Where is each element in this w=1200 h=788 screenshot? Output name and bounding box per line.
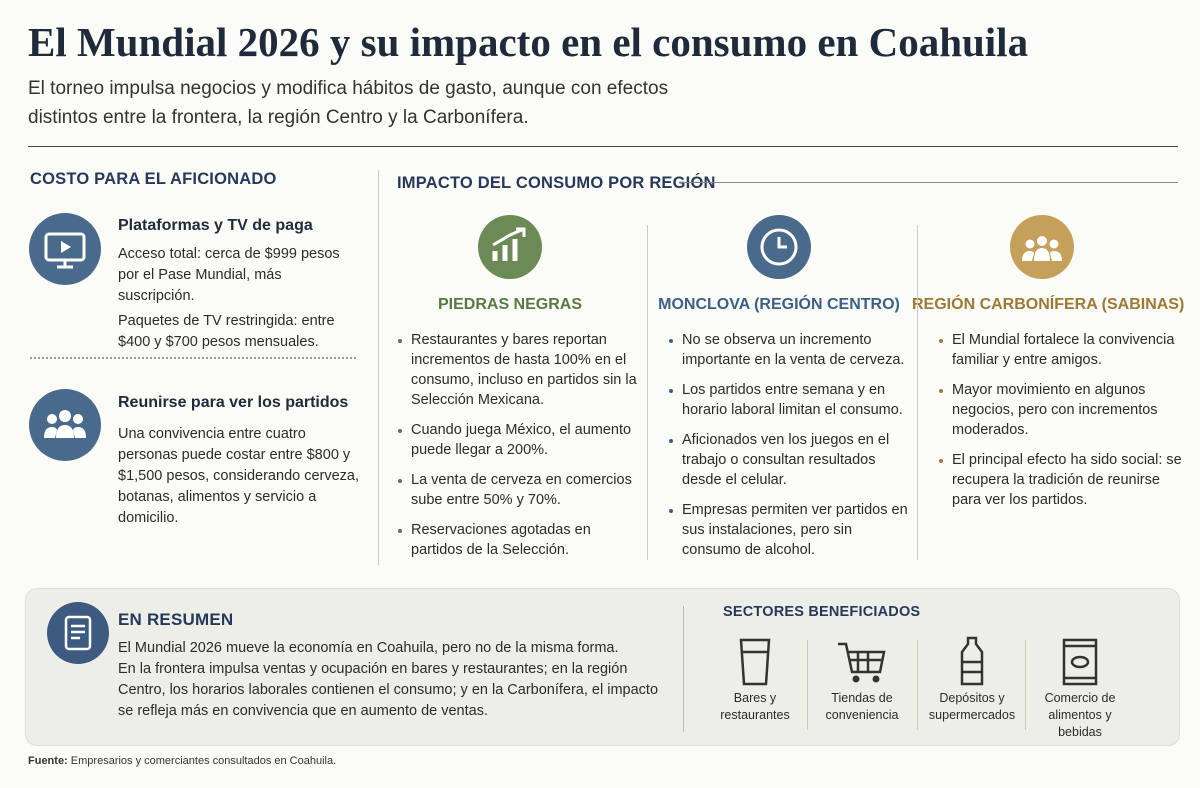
sector-divider	[917, 640, 918, 730]
footer: Fuente: Empresarios y comerciantes consu…	[28, 755, 336, 767]
sector-label: Bares y restaurantes	[720, 691, 790, 722]
bullet: Mayor movimiento en algunos negocios, pe…	[939, 380, 1184, 440]
column-divider	[647, 225, 648, 560]
footer-text: Empresarios y comerciantes consultados e…	[70, 755, 337, 767]
bullet: Aficionados ven los juegos en el trabajo…	[669, 430, 914, 490]
region-heading: PIEDRAS NEGRAS	[437, 296, 583, 313]
bullet: Cuando juega México, el aumento puede ll…	[398, 420, 643, 460]
footer-label: Fuente:	[28, 755, 68, 767]
sector-label: Depósitos y supermercados	[928, 691, 1016, 722]
region-icon	[478, 215, 542, 279]
sector-label: Comercio de alimentos y bebidas	[1044, 691, 1116, 739]
region-heading: MONCLOVA (REGIÓN CENTRO)	[658, 296, 900, 313]
sector-divider	[807, 640, 808, 730]
rule	[28, 146, 1178, 147]
sector-icon	[960, 636, 984, 686]
summary-heading: EN RESUMEN	[118, 610, 234, 629]
item-title: Plataformas y TV de paga	[118, 217, 313, 234]
title: El Mundial 2026 y su impacto en el consu…	[28, 19, 1029, 65]
bullet: El principal efecto ha sido social: se r…	[939, 450, 1184, 510]
region-icon	[1010, 215, 1074, 279]
region-heading: REGIÓN CARBONÍFERA (SABINAS)	[912, 296, 1185, 313]
region-bullets: El Mundial fortalece la convivencia fami…	[938, 330, 1184, 520]
sector-icon	[1062, 638, 1098, 686]
column-divider	[917, 225, 918, 560]
subtitle: El torneo impulsa negocios y modifica há…	[28, 78, 669, 128]
sectors-heading: SECTORES BENEFICIADOS	[723, 604, 921, 620]
bullet: Restaurantes y bares reportan incremento…	[398, 330, 643, 410]
heading-rule	[680, 182, 1178, 183]
item-body: Una convivencia entre cuatro personas pu…	[118, 424, 368, 533]
dotted-divider	[30, 357, 356, 359]
summary-text: En la frontera impulsa ventas y ocupació…	[118, 661, 659, 719]
bullet: Los partidos entre semana y en horario l…	[669, 380, 914, 420]
summary-text: El Mundial 2026 mueve la economía en Coa…	[118, 640, 619, 656]
item-text: Una convivencia entre cuatro personas pu…	[118, 426, 360, 526]
column-divider	[378, 170, 379, 565]
group-icon	[29, 389, 101, 461]
item-body: Acceso total: cerca de $999 pesos por el…	[118, 244, 358, 357]
region-bullets: No se observa un incremento importante e…	[668, 330, 914, 570]
document-icon	[47, 602, 109, 664]
bullet: La venta de cerveza en comercios sube en…	[398, 470, 643, 510]
sector-icon	[739, 638, 771, 686]
tv-icon	[29, 213, 101, 285]
sector-divider	[1025, 640, 1026, 730]
bullet: Reservaciones agotadas en partidos de la…	[398, 520, 643, 560]
item-text: Acceso total: cerca de $999 pesos por el…	[118, 246, 340, 304]
section-heading: COSTO PARA EL AFICIONADO	[30, 170, 277, 188]
bullet: Empresas permiten ver partidos en sus in…	[669, 500, 914, 560]
region-bullets: Restaurantes y bares reportan incremento…	[397, 330, 643, 570]
section-heading: IMPACTO DEL CONSUMO POR REGIÓN	[397, 174, 716, 192]
bullet: No se observa un incremento importante e…	[669, 330, 914, 370]
item-text: Paquetes de TV restringida: entre $400 y…	[118, 313, 335, 350]
summary-box	[25, 588, 1180, 746]
bullet: El Mundial fortalece la convivencia fami…	[939, 330, 1184, 370]
summary-divider	[683, 606, 684, 732]
summary-body: El Mundial 2026 mueve la economía en Coa…	[118, 638, 668, 722]
sector-icon	[838, 642, 886, 683]
item-title: Reunirse para ver los partidos	[118, 394, 349, 411]
region-icon	[747, 215, 811, 279]
sector-label: Tiendas de conveniencia	[825, 691, 899, 722]
